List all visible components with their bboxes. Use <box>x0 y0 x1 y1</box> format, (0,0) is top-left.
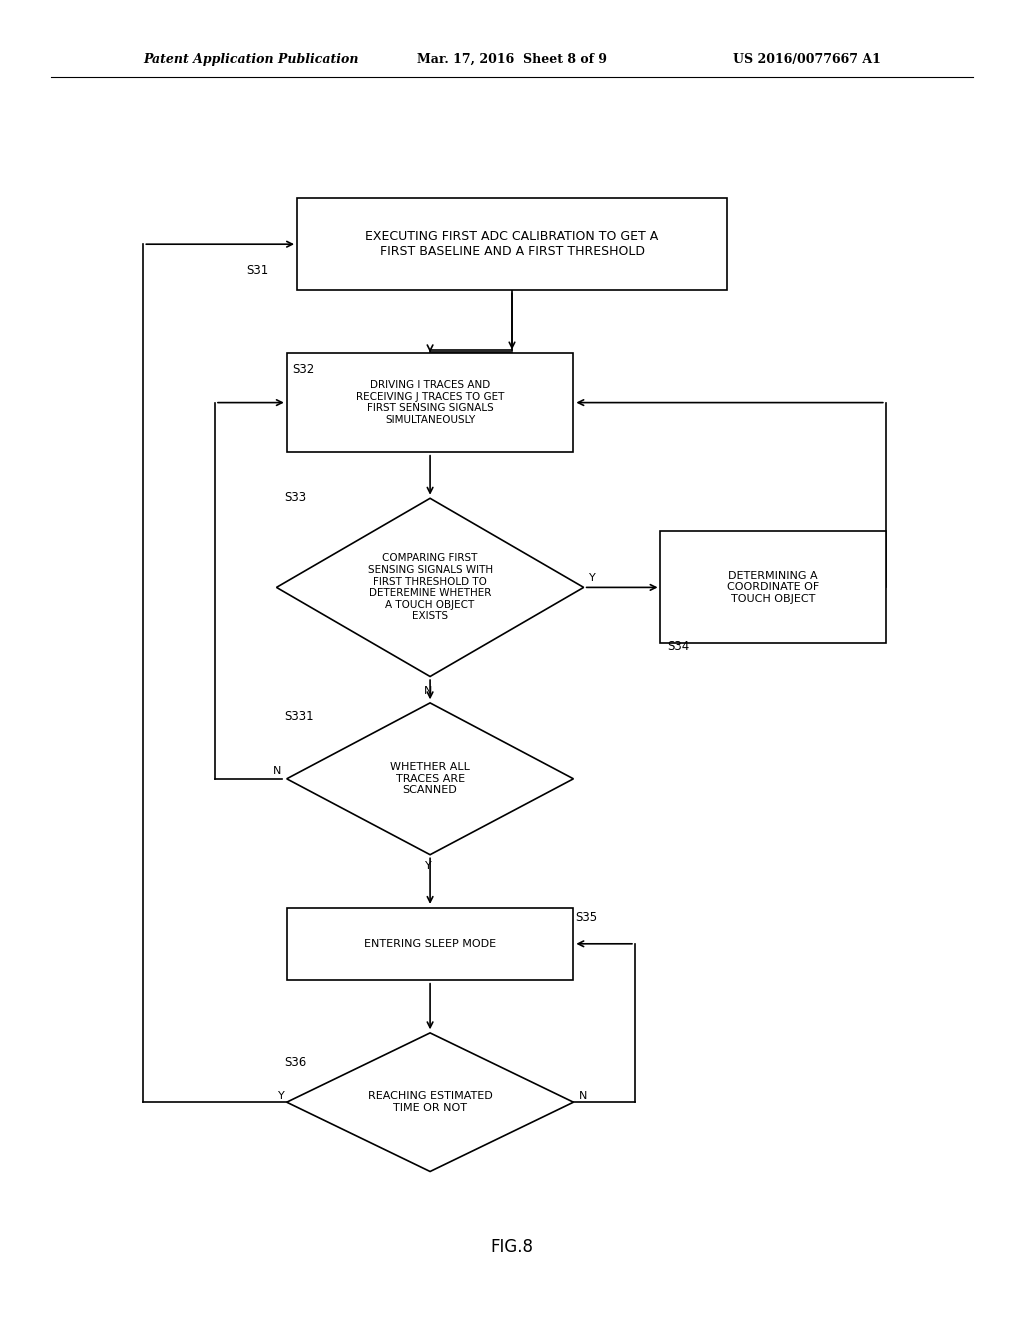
Polygon shape <box>287 704 573 855</box>
Text: Y: Y <box>278 1090 285 1101</box>
FancyBboxPatch shape <box>660 531 886 643</box>
Polygon shape <box>276 498 584 676</box>
Text: Patent Application Publication: Patent Application Publication <box>143 53 358 66</box>
Text: WHETHER ALL
TRACES ARE
SCANNED: WHETHER ALL TRACES ARE SCANNED <box>390 762 470 796</box>
Text: Y: Y <box>425 861 431 871</box>
Text: N: N <box>273 766 282 776</box>
Text: S31: S31 <box>246 264 268 277</box>
Text: US 2016/0077667 A1: US 2016/0077667 A1 <box>733 53 881 66</box>
Text: DRIVING I TRACES AND
RECEIVING J TRACES TO GET
FIRST SENSING SIGNALS
SIMULTANEOU: DRIVING I TRACES AND RECEIVING J TRACES … <box>356 380 504 425</box>
Text: S36: S36 <box>285 1056 307 1069</box>
FancyBboxPatch shape <box>287 908 573 979</box>
Text: EXECUTING FIRST ADC CALIBRATION TO GET A
FIRST BASELINE AND A FIRST THRESHOLD: EXECUTING FIRST ADC CALIBRATION TO GET A… <box>366 230 658 259</box>
Text: REACHING ESTIMATED
TIME OR NOT: REACHING ESTIMATED TIME OR NOT <box>368 1092 493 1113</box>
Text: Mar. 17, 2016  Sheet 8 of 9: Mar. 17, 2016 Sheet 8 of 9 <box>417 53 607 66</box>
Text: N: N <box>579 1090 587 1101</box>
FancyBboxPatch shape <box>297 198 727 290</box>
Text: S34: S34 <box>668 640 690 653</box>
Text: DETERMINING A
COORDINATE OF
TOUCH OBJECT: DETERMINING A COORDINATE OF TOUCH OBJECT <box>727 570 819 605</box>
Text: N: N <box>424 686 432 697</box>
Text: Y: Y <box>589 573 596 583</box>
Text: COMPARING FIRST
SENSING SIGNALS WITH
FIRST THRESHOLD TO
DETEREMINE WHETHER
A TOU: COMPARING FIRST SENSING SIGNALS WITH FIR… <box>368 553 493 622</box>
Text: FIG.8: FIG.8 <box>490 1238 534 1257</box>
Text: S32: S32 <box>292 363 314 376</box>
Text: S33: S33 <box>285 491 307 504</box>
Text: S331: S331 <box>285 710 314 723</box>
Text: ENTERING SLEEP MODE: ENTERING SLEEP MODE <box>364 939 497 949</box>
FancyBboxPatch shape <box>287 354 573 451</box>
Text: S35: S35 <box>575 911 598 924</box>
Polygon shape <box>287 1032 573 1172</box>
